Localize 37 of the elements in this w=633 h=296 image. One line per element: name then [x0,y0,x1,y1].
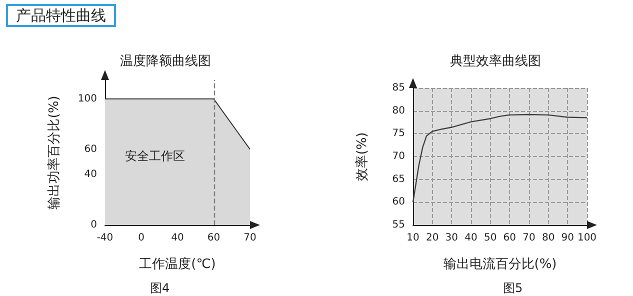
y-tick-label: 55 [392,220,405,230]
x-tick-label: 80 [542,232,555,244]
chart-title: 温度降额曲线图 [120,53,211,69]
y-tick-label: 0 [90,220,97,230]
x-tick-label: -40 [96,232,114,244]
y-tick-label: 60 [84,144,97,155]
y-tick-label: 80 [392,105,405,116]
y-tick-label: 60 [392,196,405,208]
x-tick-label: 40 [171,232,184,244]
x-tick-label: 70 [244,232,256,244]
y-tick-label: 70 [392,151,405,162]
caption: 图4 [150,281,170,295]
line-series [412,114,588,203]
annotation: 安全工作区 [125,149,185,163]
x-tick-label: 40 [464,232,478,244]
x-tick-label: 60 [207,232,220,244]
x-tick-label: 90 [561,232,574,244]
x-tick-label: 30 [445,232,458,244]
x-tick-label: 0 [138,232,144,244]
x-axis-title: 工作温度(℃) [139,256,216,272]
y-tick-label: 75 [392,128,405,140]
chart-title: 典型效率曲线图 [450,53,541,69]
x-tick-label: 50 [484,232,497,244]
y-tick-label: 40 [84,169,97,180]
x-tick-label: 60 [503,232,516,244]
y-tick-label: 65 [392,174,405,185]
x-axis-title: 输出电流百分比(%) [443,256,557,272]
y-axis-title: 输出功率百分比(%) [46,96,62,210]
caption: 图5 [503,281,523,295]
y-tick-label: 100 [78,93,97,104]
x-tick-label: 10 [406,232,420,244]
x-tick-label: 70 [522,232,536,244]
text: 产品特性曲线 [16,6,106,24]
y-axis-title: 效率(%) [354,132,370,181]
y-tick-label: 85 [392,82,405,94]
x-tick-label: 20 [426,232,439,244]
x-tick-label: 100 [577,232,597,244]
